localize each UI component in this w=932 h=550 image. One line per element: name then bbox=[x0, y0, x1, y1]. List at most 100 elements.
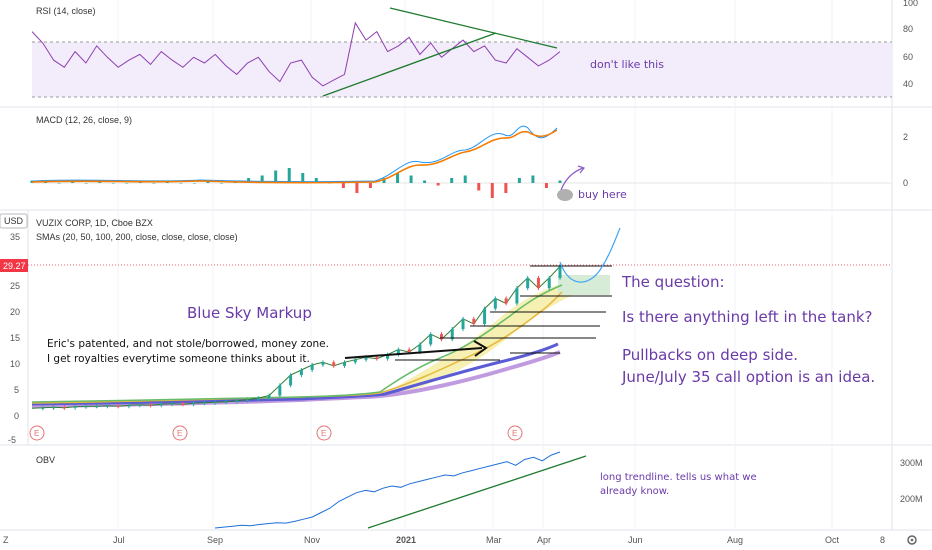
macd-hist-bar bbox=[436, 183, 440, 186]
time-axis[interactable]: Jul Sep Nov 2021 Mar Apr Jun Aug Oct 8 bbox=[113, 535, 885, 545]
macd-hist-bar bbox=[125, 183, 129, 184]
rsi-tick-40: 40 bbox=[903, 79, 913, 89]
macd-hist-bar bbox=[558, 180, 562, 183]
candle bbox=[246, 399, 250, 401]
candle bbox=[364, 357, 368, 360]
candle bbox=[202, 402, 206, 404]
macd-hist-bar bbox=[544, 183, 548, 188]
obv-tick-300m: 300M bbox=[900, 458, 923, 468]
time-tick: Oct bbox=[825, 535, 840, 545]
candle bbox=[450, 329, 454, 340]
gear-icon[interactable] bbox=[907, 535, 917, 545]
sma-20 bbox=[31, 284, 563, 403]
macd-note[interactable]: buy here bbox=[578, 188, 627, 201]
eric-note-line1[interactable]: Eric's patented, and not stole/borrowed,… bbox=[47, 338, 329, 350]
currency-label: USD bbox=[4, 216, 24, 226]
rsi-lower-trendline[interactable] bbox=[322, 32, 497, 97]
macd-arrow-head bbox=[577, 165, 586, 174]
pullback-note[interactable]: Pullbacks on deep side. bbox=[622, 346, 798, 364]
macd-tick-0: 0 bbox=[903, 178, 908, 188]
macd-arrow[interactable] bbox=[560, 167, 584, 191]
candle bbox=[256, 398, 260, 400]
candle bbox=[41, 407, 45, 409]
macd-hist-bar bbox=[355, 183, 359, 193]
earnings-marker: E bbox=[34, 429, 39, 438]
macd-hist-bar bbox=[396, 173, 400, 183]
earnings-marker: E bbox=[177, 429, 182, 438]
obv-note-line2[interactable]: already know. bbox=[600, 486, 669, 497]
time-tick: Jun bbox=[628, 535, 643, 545]
candle bbox=[84, 406, 88, 408]
candle bbox=[386, 354, 390, 359]
price-tick: 0 bbox=[14, 411, 19, 421]
macd-hist-bar bbox=[260, 175, 264, 183]
macd-tick-2: 2 bbox=[903, 132, 908, 142]
rsi-tick-80: 80 bbox=[903, 24, 913, 34]
macd-hist-bar bbox=[314, 178, 318, 183]
candle bbox=[170, 403, 174, 405]
candle bbox=[332, 362, 336, 366]
buy-here-marker[interactable] bbox=[557, 189, 573, 201]
candle bbox=[483, 308, 487, 324]
macd-hist-bar bbox=[192, 183, 196, 184]
macd-hist-bar bbox=[301, 173, 305, 183]
macd-hist-bar bbox=[84, 183, 88, 184]
yellow-channel bbox=[388, 282, 580, 397]
macd-pane-label[interactable]: MACD (12, 26, close, 9) bbox=[36, 115, 132, 125]
projection-curve[interactable] bbox=[559, 227, 621, 283]
green-target-box[interactable] bbox=[558, 275, 610, 295]
rsi-pane-label[interactable]: RSI (14, close) bbox=[36, 6, 96, 16]
price-line bbox=[31, 265, 561, 409]
macd-hist-bar bbox=[382, 178, 386, 183]
earnings-marker: E bbox=[512, 429, 517, 438]
candle bbox=[52, 407, 56, 409]
eric-note-line2[interactable]: I get royalties everytime someone thinks… bbox=[47, 353, 310, 365]
candle bbox=[536, 277, 540, 289]
candle bbox=[321, 362, 325, 365]
candle bbox=[278, 385, 282, 396]
macd-hist-bar bbox=[57, 183, 61, 184]
obv-trendline[interactable] bbox=[367, 455, 587, 529]
price-tag-box[interactable] bbox=[0, 259, 28, 272]
sma-label[interactable]: SMAs (20, 50, 100, 200, close, close, cl… bbox=[36, 232, 238, 242]
chart-title[interactable]: Blue Sky Markup bbox=[187, 304, 312, 322]
obv-note-line1[interactable]: long trendline. tells us what we bbox=[600, 472, 757, 483]
price-tick: 10 bbox=[10, 359, 20, 369]
macd-histogram bbox=[30, 168, 562, 198]
candle bbox=[418, 344, 422, 353]
candle bbox=[515, 288, 519, 304]
time-tick: 2021 bbox=[396, 535, 416, 545]
rsi-upper-trendline[interactable] bbox=[389, 7, 558, 49]
currency-box[interactable] bbox=[0, 213, 28, 229]
zoom-icon[interactable]: Z bbox=[3, 535, 9, 545]
candle bbox=[461, 318, 465, 330]
macd-hist-bar bbox=[368, 183, 372, 188]
macd-hist-bar bbox=[341, 183, 345, 188]
rsi-band-fill bbox=[32, 42, 892, 97]
macd-hist-bar bbox=[450, 178, 454, 183]
obv-pane-label[interactable]: OBV bbox=[36, 455, 55, 465]
macd-hist-bar bbox=[531, 175, 535, 183]
time-tick: Jul bbox=[113, 535, 125, 545]
candle bbox=[526, 277, 530, 289]
question-text[interactable]: Is there anything left in the tank? bbox=[622, 308, 873, 326]
time-tick: Sep bbox=[207, 535, 223, 545]
support-lines[interactable] bbox=[395, 265, 612, 361]
option-note[interactable]: June/July 35 call option is an idea. bbox=[621, 368, 875, 386]
candle bbox=[62, 407, 66, 409]
macd-hist-bar bbox=[111, 183, 115, 184]
candle bbox=[95, 406, 99, 408]
price-axis: 35 25 20 15 10 5 0 -5 bbox=[8, 232, 20, 445]
earnings-markers[interactable]: E E E E bbox=[29, 425, 523, 441]
candle bbox=[407, 349, 411, 353]
price-tick: 15 bbox=[10, 333, 20, 343]
symbol-label[interactable]: VUZIX CORP, 1D, Cboe BZX bbox=[36, 218, 153, 228]
macd-hist-bar bbox=[179, 183, 183, 184]
candle bbox=[353, 359, 357, 363]
candle bbox=[310, 364, 314, 370]
candle bbox=[73, 406, 77, 408]
question-title[interactable]: The question: bbox=[621, 273, 725, 291]
rsi-note[interactable]: don't like this bbox=[590, 58, 664, 71]
candle bbox=[429, 334, 433, 345]
zone-arrow[interactable] bbox=[344, 347, 483, 359]
